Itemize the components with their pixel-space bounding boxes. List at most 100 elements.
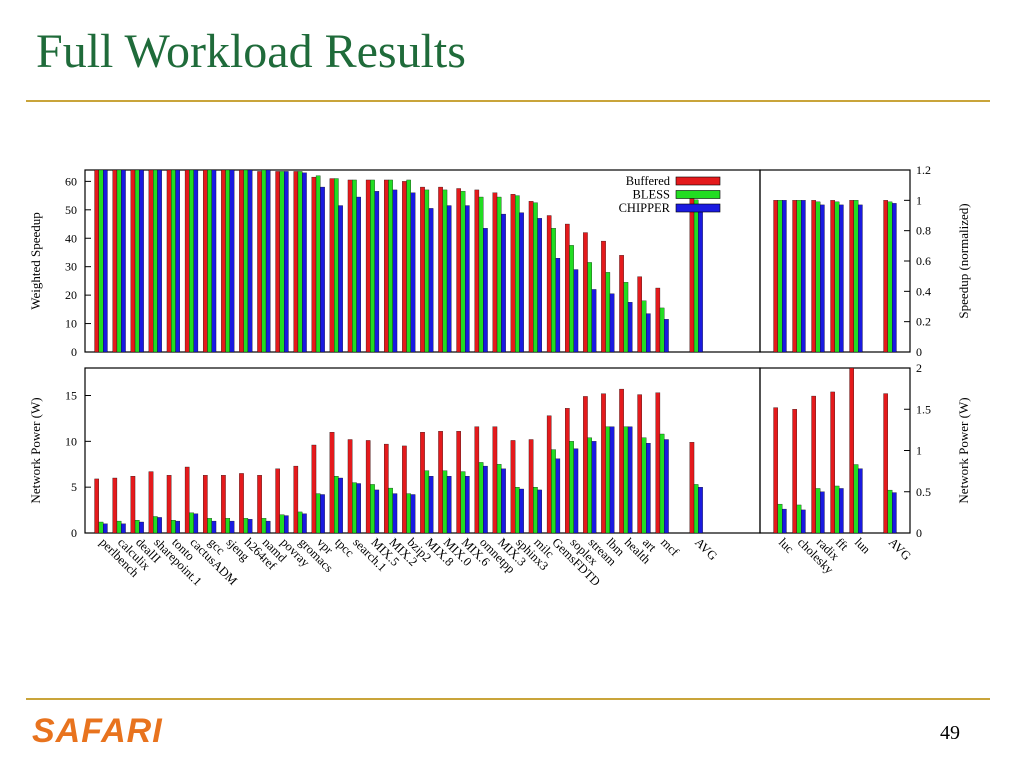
bar-chipper-calculix bbox=[121, 169, 126, 353]
bar-bless-namd bbox=[261, 518, 267, 534]
bar-bless-soplex bbox=[569, 441, 574, 534]
bar-buffered-mcf bbox=[655, 392, 661, 534]
bar-buffered-mix-2 bbox=[383, 443, 389, 534]
bar-chipper-mix-3 bbox=[501, 213, 506, 353]
bar-bless-bzip2 bbox=[406, 179, 411, 353]
bar-buffered-health bbox=[619, 388, 624, 534]
bar-bless-avg bbox=[887, 489, 893, 534]
bar-bless-tonto bbox=[171, 169, 176, 353]
bar-bless-cactusadm bbox=[189, 169, 194, 353]
bar-buffered-mix-3 bbox=[492, 192, 498, 353]
bar-bless-dealii bbox=[134, 169, 140, 353]
bar-buffered-perlbench bbox=[94, 478, 100, 534]
bar-chipper-vpr bbox=[320, 186, 325, 353]
bar-chipper-lbm bbox=[609, 293, 615, 353]
bar-chipper-health bbox=[627, 302, 633, 353]
bar-chipper-sphinx3 bbox=[519, 488, 524, 534]
panel-bottom-right-tick-label: 1 bbox=[916, 444, 922, 458]
bar-chipper-mix-6 bbox=[464, 476, 470, 534]
bar-buffered-mix-6 bbox=[456, 188, 461, 353]
bar-bless-luc bbox=[777, 200, 783, 353]
bar-chipper-bzip2 bbox=[410, 494, 416, 534]
bar-chipper-calculix bbox=[121, 523, 126, 534]
panel-bottom-right-tick-label: 0.5 bbox=[916, 485, 931, 499]
bar-buffered-gcc bbox=[202, 169, 208, 353]
bar-bless-perlbench bbox=[98, 169, 104, 353]
bar-buffered-stream bbox=[583, 396, 588, 534]
bar-bless-perlbench bbox=[98, 521, 104, 534]
bar-chipper-sjeng bbox=[229, 520, 235, 534]
panel-bottom-right-ylabel: Network Power (W) bbox=[956, 397, 971, 503]
bar-chipper-sjeng bbox=[229, 169, 235, 353]
bar-bless-mcf bbox=[659, 307, 665, 353]
category-label-avg: AVG bbox=[886, 535, 914, 563]
bar-chipper-mix-0 bbox=[446, 476, 452, 534]
bar-buffered-gemsfdtd bbox=[546, 415, 552, 534]
bar-buffered-sharepoint-1 bbox=[148, 169, 154, 353]
panel-top-right-tick-label: 0.6 bbox=[916, 254, 931, 268]
bar-buffered-sjeng bbox=[221, 169, 226, 353]
bar-chipper-avg bbox=[892, 203, 897, 353]
bar-buffered-stream bbox=[583, 232, 588, 353]
bar-chipper-mix-8 bbox=[428, 476, 434, 534]
bar-buffered-gromacs bbox=[293, 171, 299, 353]
bar-bless-calculix bbox=[116, 169, 122, 353]
legend-swatch-bless bbox=[675, 190, 721, 199]
safari-logo: SAFARI bbox=[32, 712, 163, 750]
bar-chipper-mix-6 bbox=[464, 205, 470, 353]
bar-buffered-radix bbox=[811, 200, 816, 353]
bar-bless-fft bbox=[834, 201, 840, 353]
panel-bottom-left-tick-label: 5 bbox=[71, 480, 77, 494]
legend-label-bless: BLESS bbox=[632, 188, 670, 202]
slide-title: Full Workload Results bbox=[36, 25, 466, 78]
bar-buffered-mix-6 bbox=[456, 431, 461, 534]
bar-bless-tpcc bbox=[333, 476, 339, 534]
bar-buffered-soplex bbox=[565, 223, 570, 353]
bar-bless-sharepoint-1 bbox=[152, 516, 158, 534]
bar-bless-art bbox=[641, 437, 647, 534]
bar-buffered-lbm bbox=[601, 393, 606, 534]
bar-bless-health bbox=[623, 282, 629, 353]
bar-bless-dealii bbox=[134, 520, 140, 534]
bar-bless-gcc bbox=[207, 518, 212, 534]
bar-bless-mix-0 bbox=[442, 189, 448, 353]
bar-chipper-cactusadm bbox=[193, 513, 199, 534]
bar-bless-avg bbox=[887, 201, 893, 353]
bar-chipper-h264ref bbox=[247, 519, 253, 534]
bar-chipper-omnetpp bbox=[483, 465, 488, 534]
bar-bless-omnetpp bbox=[478, 462, 484, 534]
category-label-mcf: mcf bbox=[658, 535, 682, 559]
bar-bless-namd bbox=[261, 169, 267, 353]
bar-buffered-luc bbox=[773, 407, 778, 534]
bar-chipper-tpcc bbox=[338, 477, 343, 534]
bar-buffered-calculix bbox=[112, 477, 118, 534]
bar-buffered-dealii bbox=[130, 476, 136, 534]
bar-chipper-radix bbox=[820, 491, 825, 534]
panel-top-left-tick-label: 40 bbox=[65, 231, 77, 245]
bar-bless-calculix bbox=[116, 520, 122, 534]
legend-swatch-buffered bbox=[675, 176, 721, 186]
panel-top-right-tick-label: 0.4 bbox=[916, 284, 931, 298]
bar-bless-povray bbox=[279, 171, 285, 353]
bar-bless-vpr bbox=[315, 493, 321, 534]
bar-bless-fft bbox=[834, 485, 840, 534]
bar-buffered-tpcc bbox=[329, 178, 335, 353]
bar-chipper-milc bbox=[537, 218, 542, 353]
bar-chipper-soplex bbox=[573, 448, 579, 534]
bar-buffered-lun bbox=[849, 367, 854, 534]
panel-top-right-ylabel: Speedup (normalized) bbox=[956, 203, 971, 318]
bar-buffered-tonto bbox=[166, 475, 172, 534]
bar-buffered-h264ref bbox=[239, 169, 244, 353]
bar-buffered-mix-5 bbox=[365, 440, 371, 534]
bar-chipper-namd bbox=[265, 169, 271, 353]
bar-chipper-mix-3 bbox=[501, 468, 506, 534]
category-label-avg: AVG bbox=[692, 535, 720, 563]
bar-buffered-cactusadm bbox=[184, 169, 190, 353]
panel-bottom-left-ylabel: Network Power (W) bbox=[28, 397, 43, 503]
bar-chipper-luc bbox=[782, 200, 787, 353]
bar-bless-mix-2 bbox=[388, 179, 393, 353]
bar-buffered-tonto bbox=[166, 169, 172, 353]
bar-buffered-fft bbox=[830, 200, 835, 353]
bar-chipper-lun bbox=[858, 204, 863, 353]
